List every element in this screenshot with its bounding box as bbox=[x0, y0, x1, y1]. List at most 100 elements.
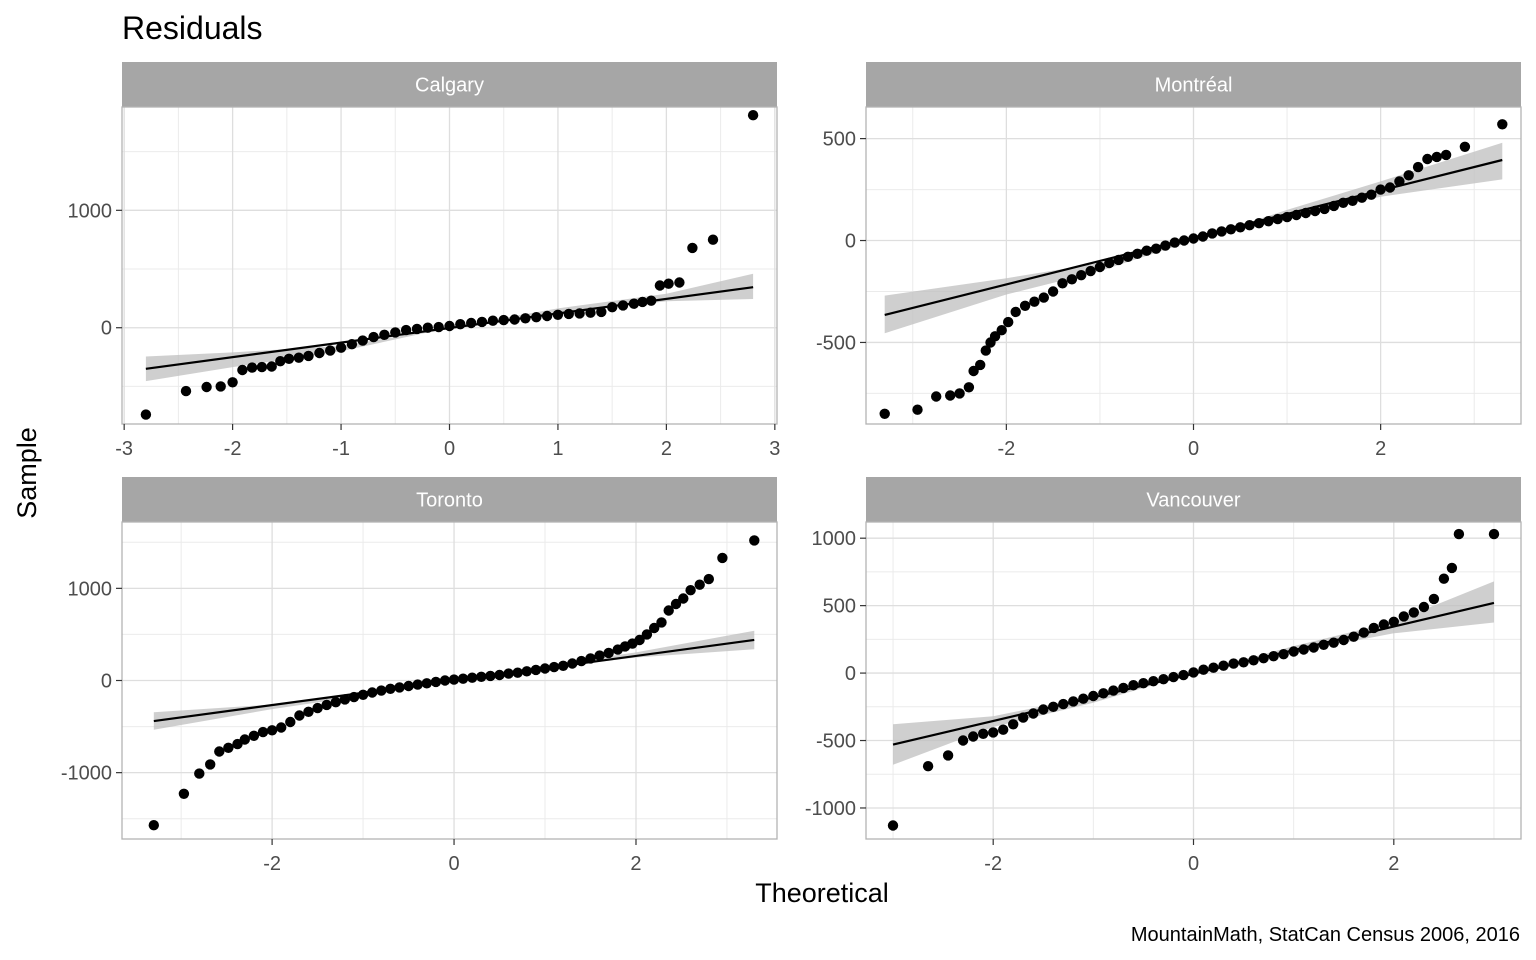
data-point bbox=[576, 655, 587, 667]
data-point bbox=[1258, 653, 1269, 664]
data-point bbox=[879, 408, 890, 419]
x-tick-label: 2 bbox=[661, 438, 672, 460]
data-point bbox=[1047, 286, 1059, 297]
data-point bbox=[1029, 296, 1040, 307]
data-point bbox=[1178, 235, 1190, 246]
axis-ticks: -3 -2 -1 0 1 2 3 0 1000 bbox=[68, 200, 781, 460]
data-point bbox=[1128, 680, 1139, 691]
data-point bbox=[178, 788, 190, 799]
data-point bbox=[276, 722, 287, 733]
data-point bbox=[628, 298, 640, 309]
x-tick-label: 0 bbox=[1188, 853, 1199, 875]
data-point bbox=[325, 345, 336, 356]
data-point bbox=[1038, 704, 1049, 715]
data-point bbox=[530, 664, 542, 676]
data-points bbox=[148, 535, 760, 831]
data-point bbox=[1398, 611, 1410, 622]
data-point bbox=[335, 342, 347, 353]
data-point bbox=[1459, 141, 1471, 152]
data-point bbox=[687, 242, 698, 254]
data-point bbox=[266, 725, 278, 736]
data-point bbox=[285, 716, 296, 728]
facet-strip-label: Montréal bbox=[1155, 75, 1233, 97]
data-point bbox=[485, 670, 496, 682]
chart-title: Residuals bbox=[122, 10, 263, 46]
data-point bbox=[205, 759, 216, 770]
data-point bbox=[303, 350, 314, 362]
axis-ticks: -2 0 2 -500 0 500 bbox=[816, 129, 1386, 460]
data-point bbox=[376, 685, 387, 696]
data-point bbox=[1394, 176, 1405, 187]
data-point bbox=[1038, 292, 1050, 303]
data-point bbox=[1403, 170, 1414, 181]
data-point bbox=[314, 347, 325, 359]
y-tick-label: 1000 bbox=[68, 200, 113, 222]
data-points bbox=[140, 110, 759, 420]
data-point bbox=[1431, 151, 1443, 163]
data-point bbox=[1408, 607, 1420, 618]
data-point bbox=[1238, 657, 1249, 668]
data-point bbox=[663, 605, 674, 616]
data-point bbox=[539, 663, 551, 674]
facet-strip bbox=[866, 477, 1521, 522]
data-point bbox=[1028, 708, 1039, 719]
data-point bbox=[1244, 220, 1255, 231]
data-point bbox=[411, 323, 423, 335]
data-point bbox=[180, 385, 192, 397]
data-point bbox=[439, 675, 451, 686]
x-tick-label: -3 bbox=[115, 438, 133, 460]
data-point bbox=[275, 356, 286, 367]
data-point bbox=[1160, 240, 1171, 251]
data-point bbox=[357, 335, 368, 346]
data-point bbox=[1108, 685, 1119, 696]
data-point bbox=[339, 694, 351, 705]
data-point bbox=[988, 727, 999, 738]
data-points bbox=[887, 528, 1500, 831]
grid-lines bbox=[866, 107, 1521, 424]
data-point bbox=[430, 676, 442, 688]
data-point bbox=[654, 280, 666, 291]
data-point bbox=[980, 345, 991, 356]
x-tick-label: 1 bbox=[552, 438, 563, 460]
data-point bbox=[312, 702, 323, 714]
data-point bbox=[1358, 627, 1370, 638]
panel-calgary: Calgary -3 -2 -1 0 1 2 3 0 1000 bbox=[68, 62, 781, 460]
data-point bbox=[942, 750, 954, 761]
y-tick-label: 500 bbox=[823, 129, 856, 151]
data-point bbox=[357, 689, 369, 700]
data-point bbox=[747, 110, 759, 121]
data-point bbox=[223, 742, 234, 753]
data-point bbox=[1098, 688, 1109, 699]
facet-strip bbox=[122, 477, 777, 522]
data-point bbox=[1272, 213, 1283, 225]
data-point bbox=[487, 315, 499, 326]
data-point bbox=[596, 306, 607, 318]
data-point bbox=[703, 573, 714, 585]
data-point bbox=[1328, 200, 1340, 212]
data-point bbox=[1008, 719, 1019, 730]
data-point bbox=[1058, 698, 1069, 710]
data-point bbox=[1388, 616, 1400, 627]
data-point bbox=[1497, 119, 1508, 130]
data-point bbox=[1291, 209, 1302, 221]
data-point bbox=[1235, 222, 1246, 233]
data-point bbox=[1428, 593, 1440, 605]
data-point bbox=[239, 734, 250, 745]
data-point bbox=[348, 691, 360, 703]
data-point bbox=[433, 321, 444, 333]
data-point bbox=[1068, 696, 1079, 707]
data-point bbox=[957, 735, 969, 746]
data-point bbox=[1418, 601, 1430, 613]
data-point bbox=[1138, 678, 1149, 689]
data-point bbox=[674, 277, 685, 288]
data-point bbox=[266, 361, 277, 372]
data-point bbox=[531, 312, 542, 323]
data-point bbox=[1122, 251, 1134, 262]
data-point bbox=[1375, 184, 1386, 195]
data-point bbox=[1300, 207, 1312, 219]
data-point bbox=[1141, 245, 1152, 256]
data-point bbox=[503, 668, 514, 679]
data-point bbox=[257, 726, 269, 738]
data-point bbox=[457, 673, 469, 684]
y-axis-title: Sample bbox=[12, 427, 42, 519]
